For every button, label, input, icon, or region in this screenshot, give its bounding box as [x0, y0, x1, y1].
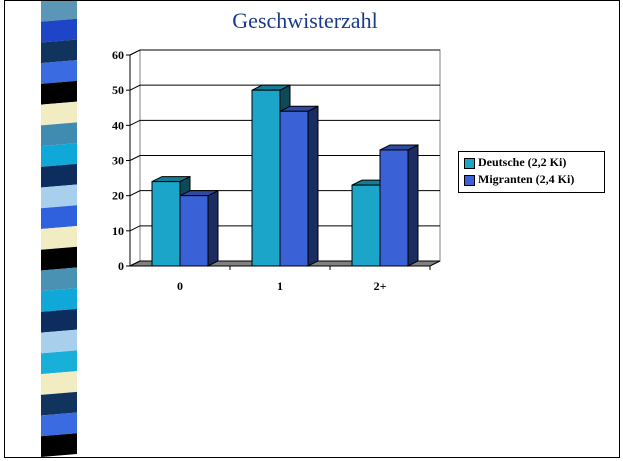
gridline: [129, 119, 440, 126]
stripe-band: [41, 226, 77, 250]
legend-swatch-migranten: [464, 174, 475, 186]
bar-chart: 0 10 20 30 40 50 60 0 1 2+: [112, 48, 441, 293]
legend-swatch-deutsche: [464, 157, 475, 169]
gridline: [129, 225, 440, 232]
bar-front: [179, 195, 209, 267]
bar-front: [151, 181, 181, 267]
slide: Geschwisterzahl 0 10 20 30 40 50 60 0 1 2+ Deutsc…: [4, 0, 620, 458]
gridline: [129, 190, 440, 197]
stripe-band: [41, 329, 77, 354]
chart-title: Geschwisterzahl: [232, 8, 378, 33]
bar: [279, 105, 319, 267]
y-tick-label: 20: [112, 189, 124, 203]
stripe-band: [41, 39, 77, 64]
stripe-band: [41, 18, 77, 43]
stripe-band: [41, 391, 77, 416]
bar-front: [279, 110, 309, 267]
stripe-band: [41, 101, 77, 126]
bar-front: [351, 184, 381, 267]
stripe-band: [41, 267, 77, 292]
x-tick-label: 2+: [374, 279, 387, 293]
legend-label-migranten: Migranten (2,4 Ki): [478, 172, 575, 186]
stripe-band: [41, 122, 77, 147]
stripe-band: [41, 1, 77, 22]
legend-label-deutsche: Deutsche (2,2 Ki): [478, 155, 567, 169]
legend-item-deutsche: Deutsche (2,2 Ki): [464, 155, 566, 171]
bar-front: [251, 89, 281, 267]
stripe-band: [41, 288, 77, 312]
stripe-band: [41, 184, 77, 209]
stripe-band: [41, 60, 77, 84]
bar-side: [207, 189, 219, 267]
y-tick-label: 50: [112, 83, 124, 97]
legend-item-migranten: Migranten (2,4 Ki): [464, 172, 574, 188]
y-tick-label: 0: [118, 259, 124, 273]
gridline: [129, 84, 440, 91]
y-tick-label: 30: [112, 154, 124, 168]
y-tick-label: 40: [112, 118, 124, 132]
x-tick-label: 0: [177, 279, 183, 293]
stripe-band: [41, 412, 77, 437]
y-tick-label: 60: [112, 48, 124, 62]
stripe-band: [41, 433, 77, 457]
gridline: [129, 49, 440, 56]
bar: [179, 189, 219, 267]
stripe-band: [41, 350, 77, 375]
stripe-band: [41, 143, 77, 167]
y-tick-label: 10: [112, 224, 124, 238]
stripe-band: [41, 205, 77, 229]
bar-side: [307, 105, 319, 267]
gridline: [129, 155, 440, 161]
stripe-band: [41, 371, 77, 395]
bar: [379, 144, 419, 267]
stripe-band: [41, 80, 77, 105]
stripe-band: [41, 308, 77, 333]
stripe-band: [41, 163, 77, 188]
stripe-band: [41, 246, 77, 271]
bar-front: [379, 149, 409, 267]
x-tick-label: 1: [277, 279, 283, 293]
decorative-stripe: [41, 1, 77, 457]
legend: Deutsche (2,2 Ki) Migranten (2,4 Ki): [458, 151, 605, 193]
bar-side: [407, 144, 419, 267]
